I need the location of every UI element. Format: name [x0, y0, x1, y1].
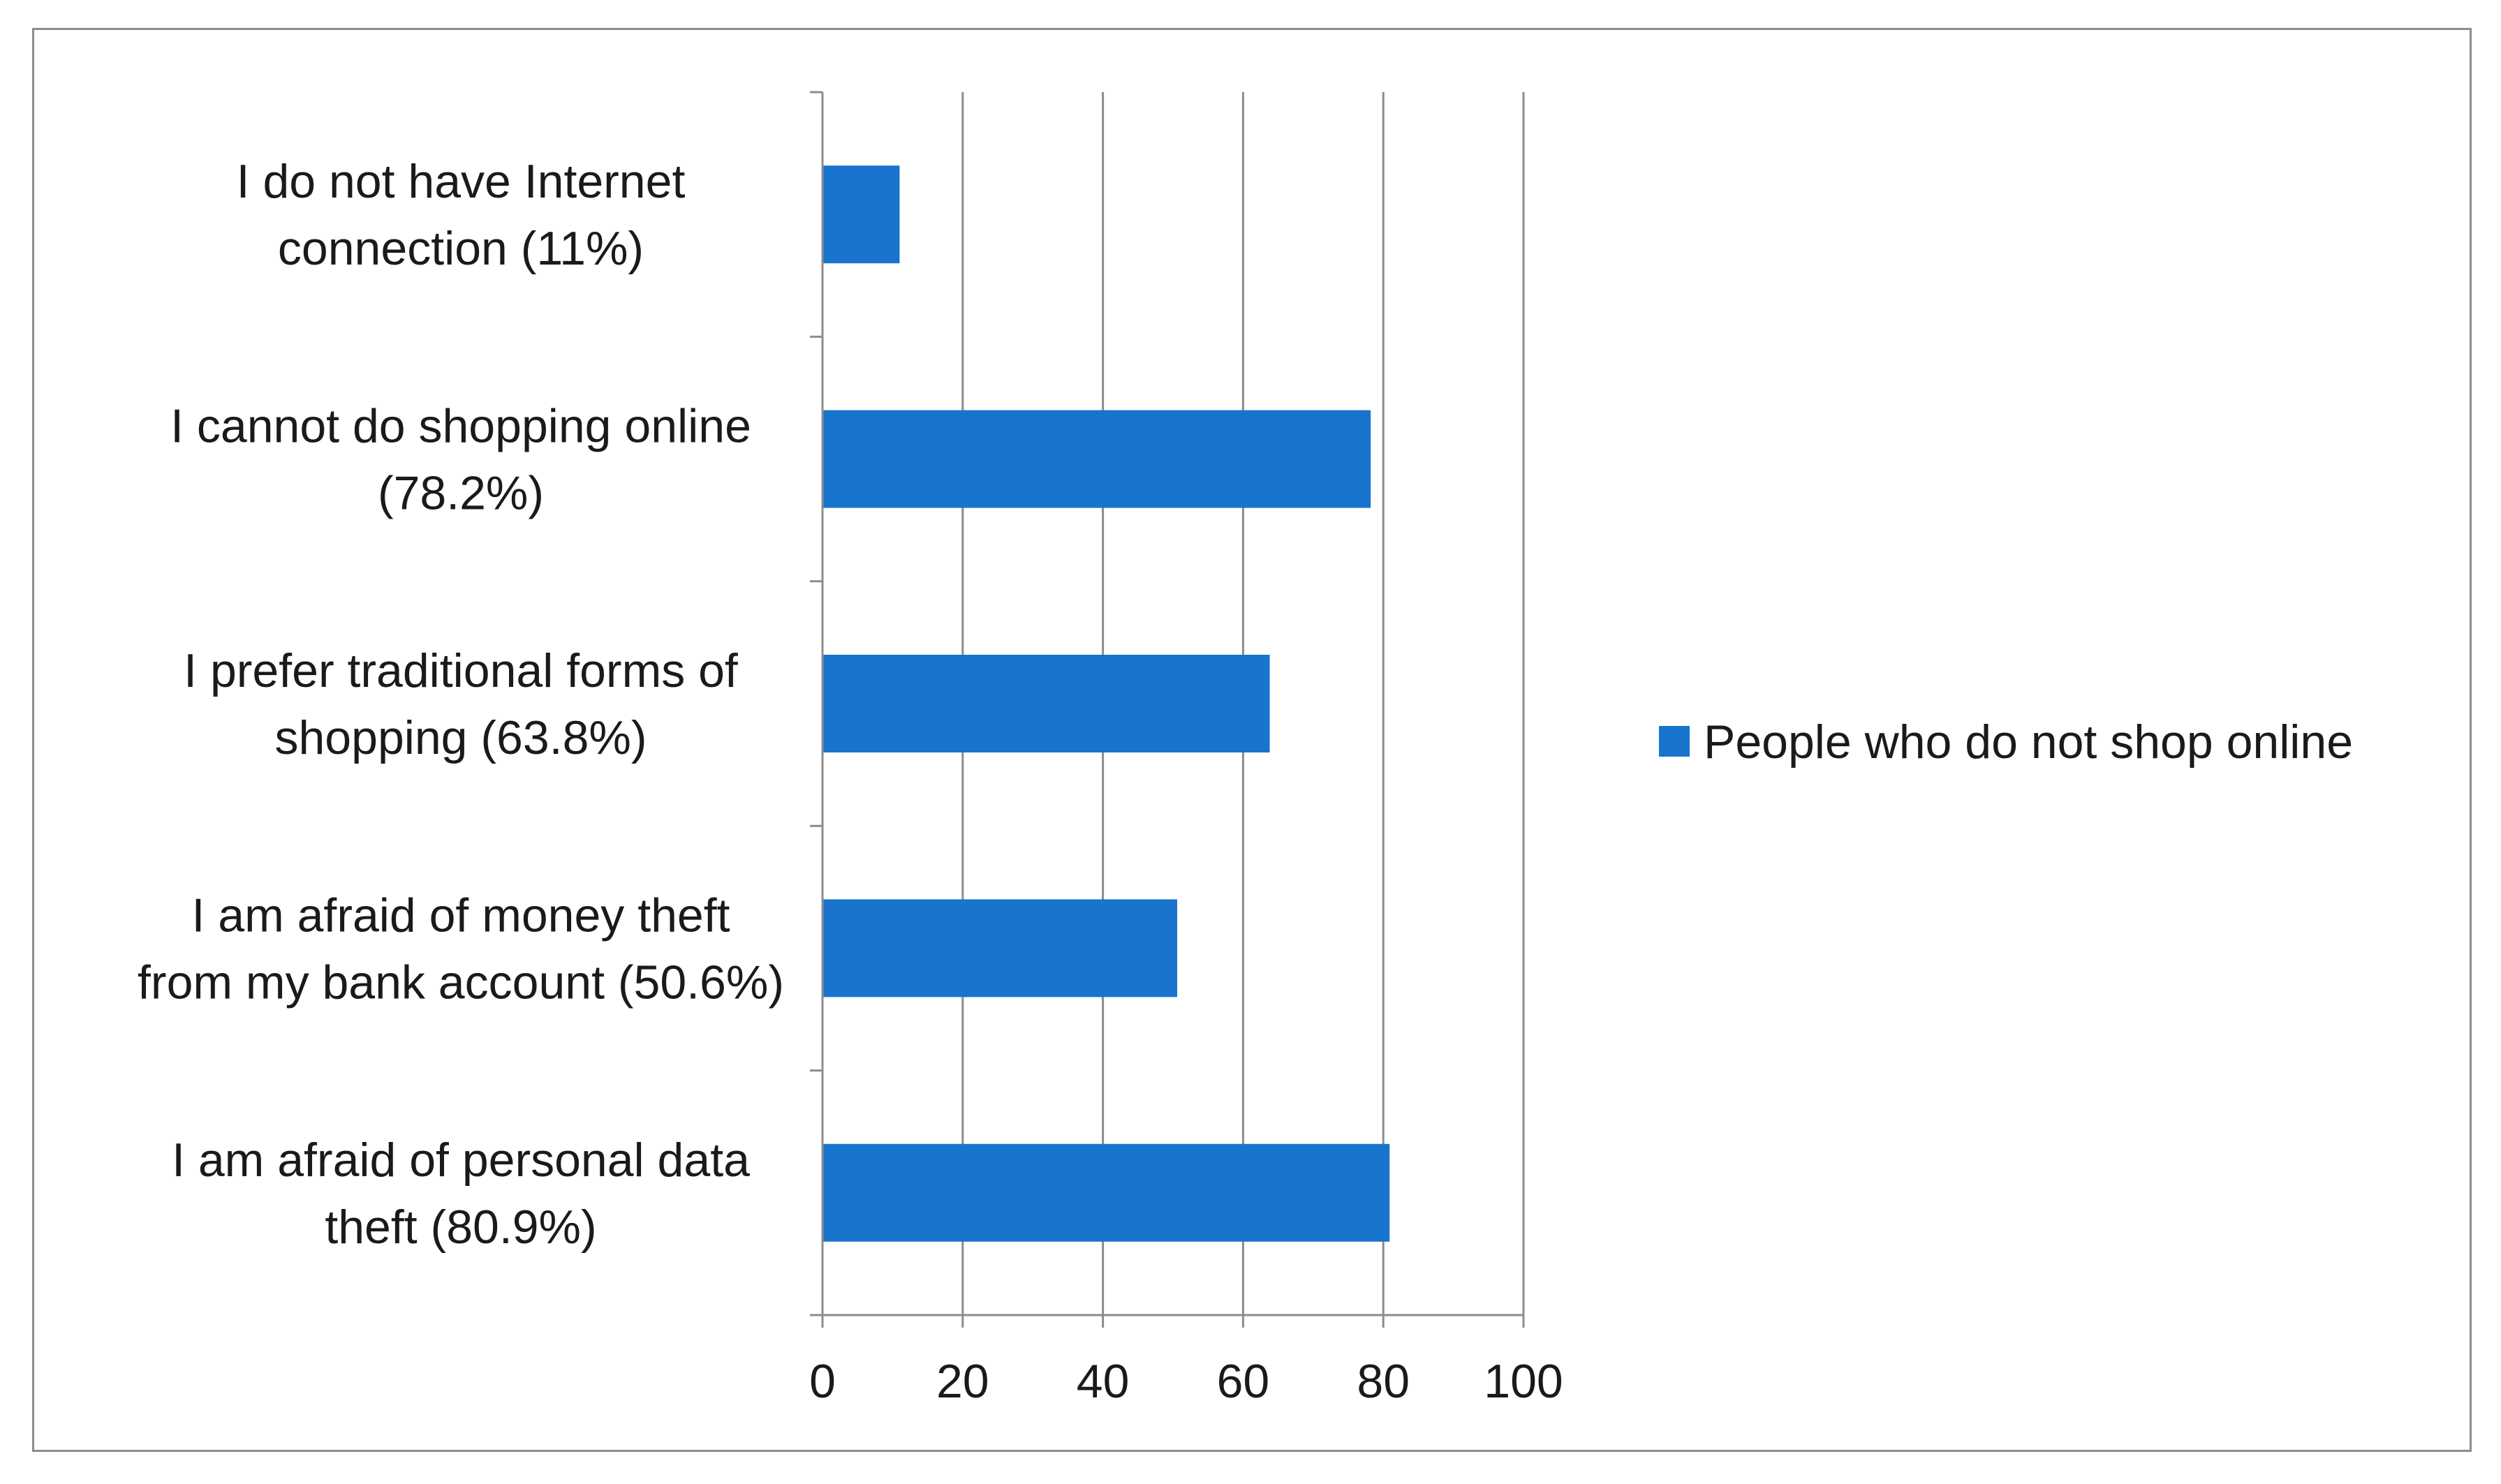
- x-tick-labels: 0 20 40 60 80 100: [809, 1355, 1563, 1408]
- bar-3: [822, 655, 1270, 752]
- category-label-line: I am afraid of personal data: [172, 1134, 750, 1187]
- bar-2: [822, 410, 1371, 508]
- category-label-line: I do not have Internet: [237, 155, 686, 208]
- category-label-5: I am afraid of personal data theft (80.9%…: [172, 1134, 750, 1254]
- category-label-line: I am afraid of money theft: [191, 889, 730, 942]
- category-label-1: I do not have Internet connection (11%): [237, 155, 686, 275]
- bars: [822, 165, 1390, 1242]
- x-tick-label-40: 40: [1077, 1355, 1130, 1408]
- axes: [810, 91, 1525, 1328]
- legend-label: People who do not shop online: [1704, 715, 2353, 769]
- category-labels: I do not have Internet connection (11%)I …: [138, 155, 784, 1254]
- category-label-line: theft (80.9%): [325, 1201, 596, 1254]
- category-label-line: connection (11%): [278, 222, 644, 275]
- category-label-line: I cannot do shopping online: [170, 400, 751, 453]
- category-label-line: shopping (63.8%): [274, 711, 647, 764]
- x-tick-label-60: 60: [1217, 1355, 1270, 1408]
- bar-1: [822, 165, 900, 264]
- bar-5: [822, 1143, 1390, 1242]
- legend-swatch: [1659, 726, 1690, 757]
- x-tick-label-80: 80: [1357, 1355, 1410, 1408]
- category-label-2: I cannot do shopping online (78.2%): [170, 400, 751, 520]
- category-label-4: I am afraid of money theft from my bank a…: [138, 889, 784, 1009]
- category-label-line: (78.2%): [378, 467, 544, 520]
- legend: People who do not shop online: [1659, 715, 2353, 769]
- x-tick-label-100: 100: [1484, 1355, 1563, 1408]
- x-tick-label-0: 0: [809, 1355, 836, 1408]
- bar-4: [822, 899, 1178, 997]
- x-tick-label-20: 20: [936, 1355, 989, 1408]
- category-label-line: I prefer traditional forms of: [184, 644, 738, 697]
- category-label-3: I prefer traditional forms of shopping (6…: [184, 644, 738, 764]
- category-label-line: from my bank account (50.6%): [138, 956, 784, 1009]
